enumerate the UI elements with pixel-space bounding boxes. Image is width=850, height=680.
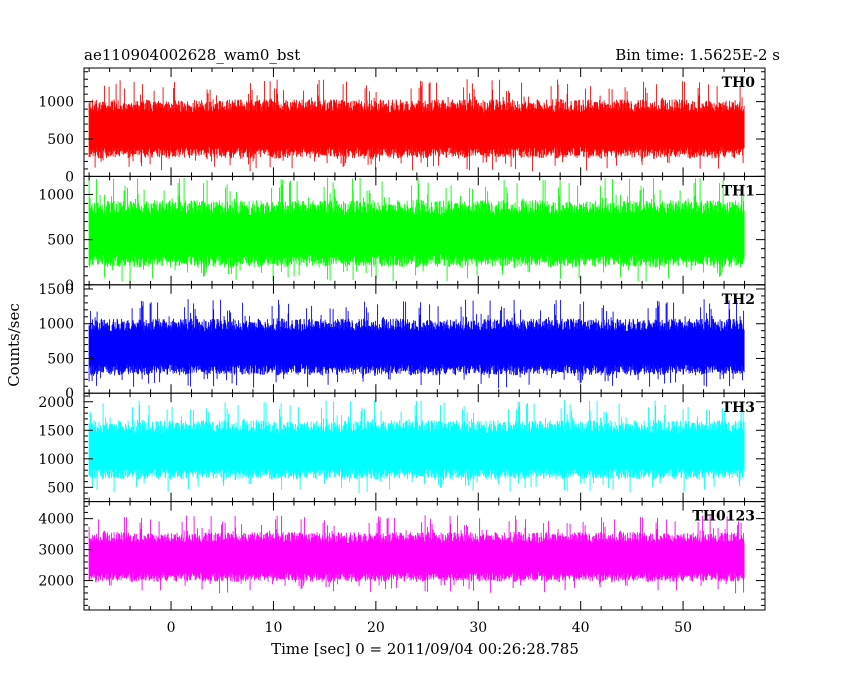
y-tick-label: 0 <box>65 169 74 185</box>
series-th2 <box>88 299 745 389</box>
panel-label: TH0123 <box>692 509 755 525</box>
panel-th3: 500 1000 1500 2000 TH3 <box>38 392 766 503</box>
y-tick-label: 500 <box>47 233 74 249</box>
series-th1 <box>88 177 745 282</box>
y-tick-label: 1000 <box>38 187 74 203</box>
y-tick-label: 1500 <box>38 423 74 439</box>
y-tick-label: 1000 <box>38 95 74 111</box>
y-tick-label: 1000 <box>38 452 74 468</box>
y-tick-label: 2000 <box>38 574 74 590</box>
x-tick-label: 0 <box>167 620 176 636</box>
y-tick-label: 500 <box>47 480 74 496</box>
panel-label: TH2 <box>722 292 755 308</box>
y-tick-label: 1000 <box>38 317 74 333</box>
chart-title: ae110904002628_wam0_bst <box>84 46 300 64</box>
x-tick-label: 50 <box>674 620 692 636</box>
x-tick-label: 10 <box>265 620 283 636</box>
y-tick-label: 2000 <box>38 395 74 411</box>
y-tick-label: 0 <box>65 386 74 402</box>
y-axis-label: Counts/sec <box>5 303 23 387</box>
series-th0123 <box>88 515 745 594</box>
panel-th2: 0 500 1000 1500 TH2 <box>38 282 766 402</box>
x-tick-label: 20 <box>367 620 385 636</box>
panel-label: TH3 <box>722 400 755 416</box>
y-tick-label: 0 <box>65 278 74 294</box>
y-tick-label: 3000 <box>38 543 74 559</box>
y-tick-label: 4000 <box>38 512 74 528</box>
x-tick-label: 30 <box>469 620 487 636</box>
y-tick-label: 500 <box>47 351 74 367</box>
x-axis-label: Time [sec] 0 = 2011/09/04 00:26:28.785 <box>271 640 579 658</box>
x-axis: 0 10 20 30 40 50 <box>167 620 692 636</box>
bin-time-label: Bin time: 1.5625E-2 s <box>615 46 780 64</box>
y-tick-label: 500 <box>47 132 74 148</box>
panel-th0: 0 500 1000 TH0 <box>38 67 766 185</box>
panel-label: TH0 <box>722 75 756 91</box>
panel-label: TH1 <box>722 183 755 199</box>
panels: 0 500 1000 TH0 0 500 1000 TH1 0 500 1000 1500 TH2 500… <box>38 67 766 611</box>
panel-th1: 0 500 1000 TH1 <box>38 175 766 294</box>
series-th0 <box>88 79 745 172</box>
series-th3 <box>88 400 745 493</box>
panel-th0123: 2000 3000 4000 TH0123 <box>38 501 766 611</box>
y-tick-label: 1500 <box>38 282 74 298</box>
x-tick-label: 40 <box>572 620 590 636</box>
